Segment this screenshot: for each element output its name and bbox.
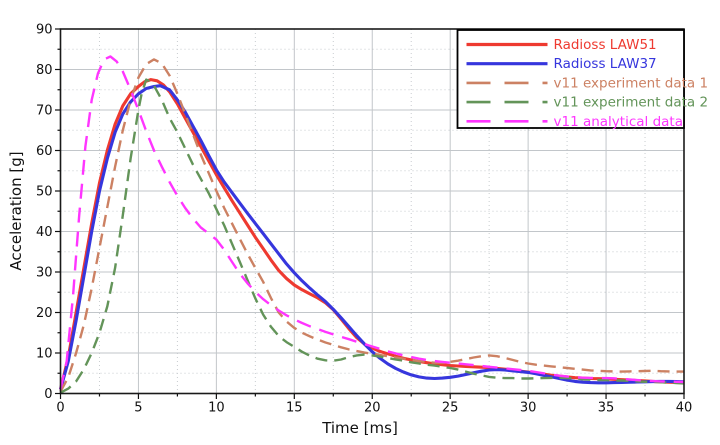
x-tick-label: 25 [442, 401, 459, 416]
series-line-v11-experiment-data-2 [59, 78, 685, 394]
legend: Radioss LAW51 Radioss LAW37 v11 experiment… [456, 29, 709, 130]
y-axis-ticks: 0 10 20 30 40 50 60 70 80 90 [36, 23, 61, 402]
y-tick-label: 30 [36, 266, 53, 281]
legend-label: Radioss LAW51 [554, 37, 657, 53]
y-tick-label: 60 [36, 144, 53, 159]
series-line-v11-analytical-data [59, 55, 685, 390]
x-axis-title: Time [ms] [322, 419, 398, 437]
y-tick-label: 90 [36, 23, 53, 38]
y-tick-label: 10 [36, 347, 53, 362]
legend-item-radioss-law51: Radioss LAW51 [466, 37, 657, 53]
x-tick-label: 0 [56, 401, 64, 416]
legend-box [456, 29, 685, 129]
y-tick-label: 20 [36, 306, 53, 321]
x-tick-label: 30 [520, 401, 537, 416]
series-lines [58, 55, 685, 394]
series-line-radioss-law37 [59, 84, 685, 390]
x-tick-label: 35 [598, 401, 615, 416]
series-line-v11-experiment-data-1 [59, 58, 684, 393]
y-tick-label: 0 [44, 387, 52, 402]
x-tick-label: 40 [676, 401, 693, 416]
x-tick-label: 15 [286, 401, 303, 416]
y-tick-label: 80 [36, 63, 53, 78]
legend-label: Radioss LAW37 [554, 56, 657, 72]
legend-item-v11-experiment-data-1: v11 experiment data 1 [466, 75, 709, 91]
legend-item-v11-experiment-data-2: v11 experiment data 2 [466, 95, 709, 111]
legend-item-radioss-law37: Radioss LAW37 [466, 56, 657, 72]
y-tick-label: 40 [36, 225, 53, 240]
legend-label: v11 experiment data 1 [554, 75, 709, 91]
x-tick-label: 10 [208, 401, 225, 416]
x-tick-label: 20 [364, 401, 381, 416]
x-axis-ticks: 0 5 10 15 20 25 30 35 40 [56, 393, 693, 416]
y-tick-label: 70 [36, 104, 53, 119]
legend-item-v11-analytical-data: v11 analytical data [466, 114, 684, 130]
x-tick-label: 5 [134, 401, 142, 416]
legend-label: v11 experiment data 2 [554, 95, 709, 111]
legend-label: v11 analytical data [554, 114, 684, 130]
y-axis-title: Acceleration [g] [7, 151, 25, 271]
y-tick-label: 50 [36, 185, 53, 200]
